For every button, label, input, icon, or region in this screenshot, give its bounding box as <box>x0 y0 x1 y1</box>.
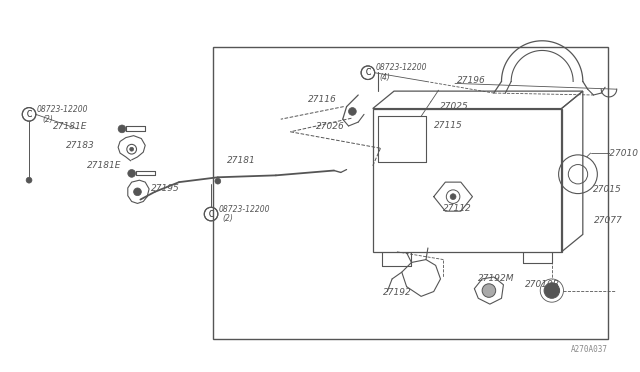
Text: 27010B: 27010B <box>525 280 559 289</box>
Text: (2): (2) <box>43 115 54 124</box>
Text: C: C <box>26 110 31 119</box>
Text: C: C <box>365 68 371 77</box>
Text: 27181E: 27181E <box>53 122 88 131</box>
Circle shape <box>349 108 356 115</box>
Text: 08723-12200: 08723-12200 <box>219 205 270 214</box>
Text: 27192M: 27192M <box>478 275 515 283</box>
Text: 27116: 27116 <box>308 95 337 104</box>
Circle shape <box>118 125 126 133</box>
Circle shape <box>482 284 496 297</box>
Bar <box>372 109 561 252</box>
Text: 27181: 27181 <box>227 156 255 165</box>
Circle shape <box>450 194 456 199</box>
Text: 27196: 27196 <box>457 76 486 85</box>
Circle shape <box>134 188 141 196</box>
Bar <box>213 46 608 339</box>
Text: C: C <box>26 110 31 119</box>
Text: 27181E: 27181E <box>87 161 122 170</box>
Text: 27115: 27115 <box>434 122 463 131</box>
Text: 27112: 27112 <box>444 204 472 213</box>
Text: A270A037: A270A037 <box>571 346 608 355</box>
Text: -27010: -27010 <box>607 148 639 158</box>
Text: C: C <box>209 209 214 219</box>
Circle shape <box>128 170 136 177</box>
Text: 08723-12200: 08723-12200 <box>36 105 88 114</box>
Text: (4): (4) <box>380 73 390 82</box>
Circle shape <box>26 177 32 183</box>
Text: 27025: 27025 <box>440 102 468 111</box>
Text: 27077: 27077 <box>595 217 623 225</box>
Text: 27192: 27192 <box>383 288 412 297</box>
Circle shape <box>544 283 559 298</box>
Text: (2): (2) <box>223 214 234 224</box>
Text: 27026: 27026 <box>316 122 344 131</box>
Text: C: C <box>209 209 214 219</box>
Text: C: C <box>365 68 371 77</box>
Text: 27015: 27015 <box>593 185 621 195</box>
Circle shape <box>130 147 134 151</box>
Text: 08723-12200: 08723-12200 <box>376 63 427 73</box>
Text: 27183: 27183 <box>66 141 95 150</box>
Circle shape <box>215 178 221 184</box>
Text: 27195: 27195 <box>151 185 180 193</box>
